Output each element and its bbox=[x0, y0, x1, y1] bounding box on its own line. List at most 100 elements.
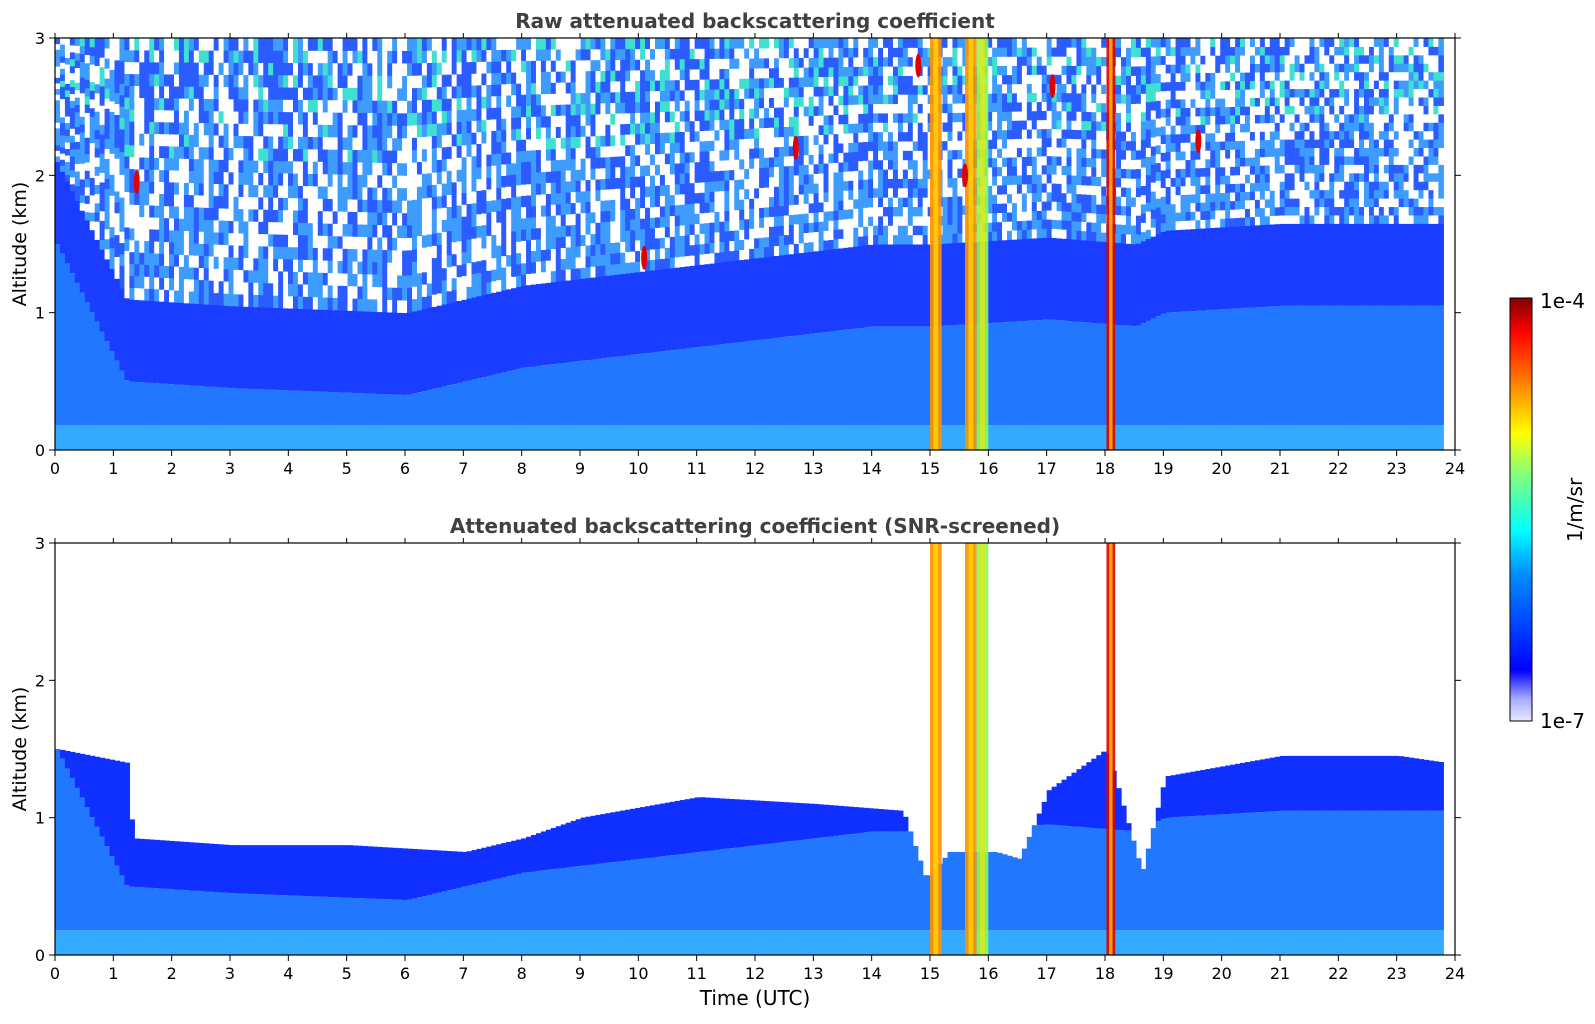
heatmap-cell bbox=[808, 425, 815, 450]
heatmap-cell bbox=[372, 112, 378, 126]
heatmap-cell bbox=[322, 186, 329, 199]
heatmap-cell bbox=[808, 222, 815, 233]
heatmap-cell bbox=[843, 123, 849, 134]
heatmap-cell bbox=[689, 48, 696, 60]
heatmap-cell bbox=[635, 208, 641, 220]
heatmap-cell bbox=[535, 49, 542, 61]
heatmap-cell bbox=[134, 263, 140, 277]
heatmap-cell bbox=[203, 267, 210, 281]
heatmap-cell bbox=[496, 130, 502, 143]
heatmap-cell bbox=[178, 254, 185, 267]
heatmap-cell bbox=[987, 222, 993, 232]
heatmap-cell bbox=[585, 146, 592, 159]
heatmap-cell bbox=[1016, 211, 1023, 222]
heatmap-cell bbox=[759, 147, 765, 159]
heatmap-cell bbox=[511, 128, 517, 141]
heatmap-cell bbox=[362, 393, 368, 426]
heatmap-cell bbox=[114, 245, 121, 257]
heatmap-cell bbox=[1002, 425, 1008, 450]
heatmap-cell bbox=[119, 140, 126, 153]
heatmap-cell bbox=[833, 95, 840, 106]
heatmap-cell bbox=[580, 169, 587, 181]
heatmap-cell bbox=[322, 391, 329, 426]
heatmap-cell bbox=[451, 241, 458, 255]
heatmap-cell bbox=[64, 83, 71, 91]
heatmap-cell bbox=[218, 86, 225, 100]
heatmap-cell bbox=[297, 222, 304, 236]
heatmap-cell bbox=[684, 58, 691, 70]
heatmap-cell bbox=[669, 79, 676, 91]
heatmap-cell bbox=[853, 56, 859, 67]
heatmap-cell bbox=[263, 307, 269, 390]
heatmap-cell bbox=[223, 281, 230, 294]
heatmap-cell bbox=[788, 175, 795, 186]
heatmap-cell bbox=[188, 170, 195, 184]
heatmap-cell bbox=[674, 225, 681, 237]
heatmap-cell bbox=[506, 277, 512, 290]
heatmap-cell bbox=[878, 84, 884, 95]
heatmap-cell bbox=[759, 237, 765, 248]
heatmap-cell bbox=[664, 268, 671, 351]
heatmap-cell bbox=[74, 60, 81, 69]
heatmap-cell bbox=[104, 258, 111, 342]
heatmap-cell bbox=[843, 247, 849, 330]
heatmap-cell bbox=[169, 85, 175, 99]
heatmap-cell bbox=[724, 129, 730, 141]
heatmap-cell bbox=[451, 425, 458, 450]
heatmap-cell bbox=[863, 113, 869, 124]
heatmap-cell bbox=[164, 205, 170, 219]
heatmap-cell bbox=[164, 301, 170, 384]
heatmap-cell bbox=[89, 177, 96, 187]
heatmap-cell bbox=[382, 112, 388, 126]
heatmap-cell bbox=[134, 109, 140, 122]
heatmap-cell bbox=[704, 120, 711, 131]
heatmap-cell bbox=[684, 89, 691, 101]
heatmap-cell bbox=[625, 91, 631, 103]
heatmap-cell bbox=[585, 38, 592, 50]
heatmap-cell bbox=[397, 112, 403, 126]
heatmap-cell bbox=[526, 150, 532, 162]
heatmap-cell bbox=[863, 75, 869, 86]
heatmap-cell bbox=[372, 249, 378, 263]
heatmap-cell bbox=[947, 187, 954, 197]
heatmap-cell bbox=[1041, 110, 1048, 121]
heatmap-cell bbox=[208, 134, 215, 148]
heatmap-cell bbox=[585, 92, 592, 104]
heatmap-cell bbox=[496, 256, 502, 269]
heatmap-cell bbox=[426, 283, 433, 296]
heatmap-cell bbox=[793, 96, 800, 107]
heatmap-cell bbox=[377, 174, 383, 188]
heatmap-cell bbox=[337, 285, 344, 299]
heatmap-cell bbox=[610, 177, 616, 190]
heatmap-cell bbox=[124, 132, 130, 145]
heatmap-cell bbox=[392, 212, 398, 226]
heatmap-cell bbox=[952, 177, 959, 188]
heatmap-cell bbox=[164, 229, 170, 243]
heatmap-cell bbox=[610, 156, 616, 168]
heatmap-cell bbox=[838, 133, 844, 144]
heatmap-cell bbox=[476, 190, 483, 203]
heatmap-cell bbox=[759, 57, 765, 69]
heatmap-cell bbox=[540, 282, 547, 366]
heatmap-cell bbox=[511, 162, 517, 175]
heatmap-cell bbox=[416, 198, 423, 212]
heatmap-cell bbox=[1026, 65, 1033, 75]
heatmap-cell bbox=[754, 38, 760, 49]
heatmap-cell bbox=[238, 306, 245, 389]
heatmap-cell bbox=[59, 44, 66, 51]
heatmap-cell bbox=[258, 282, 264, 296]
heatmap-cell bbox=[317, 272, 324, 286]
heatmap-cell bbox=[193, 74, 200, 87]
heatmap-cell bbox=[441, 98, 448, 112]
heatmap-cell bbox=[719, 48, 725, 59]
heatmap-cell bbox=[372, 224, 378, 238]
heatmap-cell bbox=[902, 159, 909, 170]
heatmap-cell bbox=[560, 49, 567, 61]
heatmap-cell bbox=[625, 273, 631, 356]
heatmap-cell bbox=[154, 157, 160, 170]
heatmap-cell bbox=[540, 60, 547, 72]
heatmap-cell bbox=[397, 150, 403, 164]
heatmap-cell bbox=[892, 187, 899, 198]
heatmap-cell bbox=[322, 87, 329, 101]
heatmap-cell bbox=[521, 127, 527, 140]
